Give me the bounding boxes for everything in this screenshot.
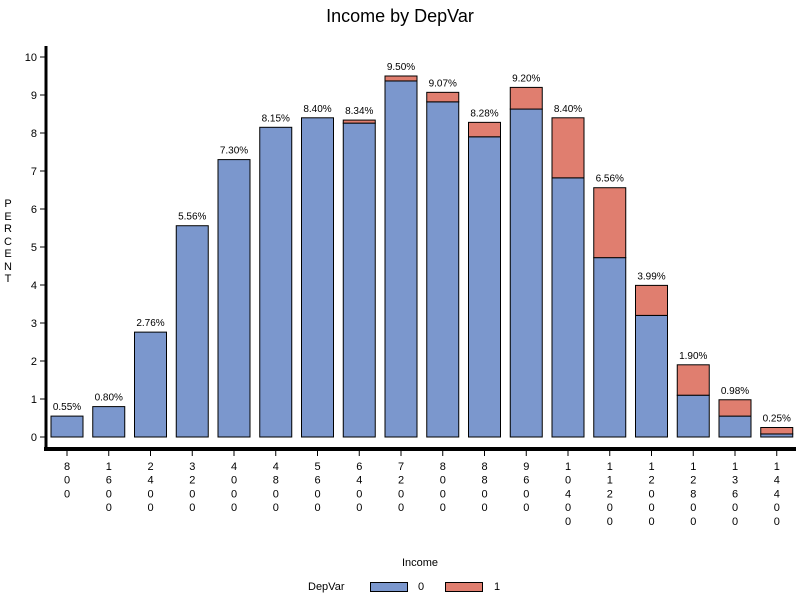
bar-segment	[551, 177, 585, 438]
bar-segment	[509, 108, 543, 438]
data-label: 6.56%	[596, 174, 624, 185]
bar-segment	[635, 314, 668, 438]
y-tick-label: 9	[31, 90, 37, 102]
data-label: 8.34%	[345, 106, 373, 117]
y-tick-label: 4	[31, 280, 37, 292]
data-label: 2.76%	[136, 318, 164, 329]
bar-segment	[718, 399, 752, 417]
data-label: 9.20%	[512, 73, 540, 84]
bar-segment	[676, 364, 710, 396]
y-tick-label: 8	[31, 128, 37, 140]
y-tick-label: 10	[25, 52, 37, 64]
legend-swatch-1	[445, 582, 483, 592]
data-label: 0.55%	[53, 402, 81, 413]
bar-segment	[676, 394, 710, 438]
data-label: 5.56%	[178, 212, 206, 223]
legend-label-0: 0	[418, 581, 425, 593]
bar-segment	[384, 75, 418, 82]
bar-segment	[217, 159, 251, 438]
legend: DepVar 0 1	[0, 580, 800, 596]
data-label: 9.07%	[429, 78, 457, 89]
x-axis-label: Income	[401, 557, 439, 569]
bar-segment	[718, 415, 752, 438]
bar-segment	[593, 257, 627, 438]
bar-segment	[593, 187, 627, 259]
data-label: 7.30%	[220, 146, 248, 157]
bar-segment	[134, 331, 167, 438]
bar-segment	[384, 80, 418, 438]
bar-segment	[551, 117, 585, 179]
legend-title: DepVar	[308, 581, 345, 593]
bar-segment	[468, 136, 501, 438]
data-label: 8.28%	[470, 108, 498, 119]
data-label: 8.15%	[262, 113, 290, 124]
y-tick-label: 1	[31, 394, 37, 406]
data-label: 9.50%	[387, 62, 415, 73]
bar-segment	[426, 91, 460, 103]
data-label: 3.99%	[637, 271, 665, 282]
y-tick-label: 2	[31, 356, 37, 368]
y-tick-label: 6	[31, 204, 37, 216]
y-axis-label: PERCENT	[4, 198, 12, 285]
chart-title: Income by DepVar	[326, 6, 474, 26]
data-label: 0.98%	[721, 386, 749, 397]
bar-segment	[259, 126, 293, 438]
bar-segment	[635, 284, 668, 316]
data-label: 0.80%	[95, 393, 123, 404]
bar-segment	[301, 117, 334, 438]
legend-label-1: 1	[494, 581, 501, 593]
y-tick-label: 3	[31, 318, 37, 330]
bar-segment	[50, 415, 84, 438]
data-label: 0.25%	[763, 414, 791, 425]
legend-swatch-0	[370, 582, 408, 592]
bar-segment	[342, 122, 376, 438]
bar-segment	[760, 427, 794, 435]
bar-segment	[468, 121, 501, 138]
bar-segment	[175, 225, 209, 438]
y-tick-label: 0	[31, 432, 37, 444]
y-tick-label: 5	[31, 242, 37, 254]
bar-chart: 0 1 2 3 4 5 6 7 8 9 10 0.55% 8 0 0 0.80% 1 6 0 0 2.76% 2 4 0 0 5.…	[25, 46, 796, 528]
data-label: 1.90%	[679, 351, 707, 362]
bar-segment	[426, 101, 460, 438]
bar-segment	[342, 119, 376, 124]
bar-segment	[509, 86, 543, 110]
data-label: 8.40%	[554, 104, 582, 115]
data-label: 8.40%	[303, 104, 331, 115]
y-tick-label: 7	[31, 166, 37, 178]
bar-segment	[92, 406, 126, 438]
